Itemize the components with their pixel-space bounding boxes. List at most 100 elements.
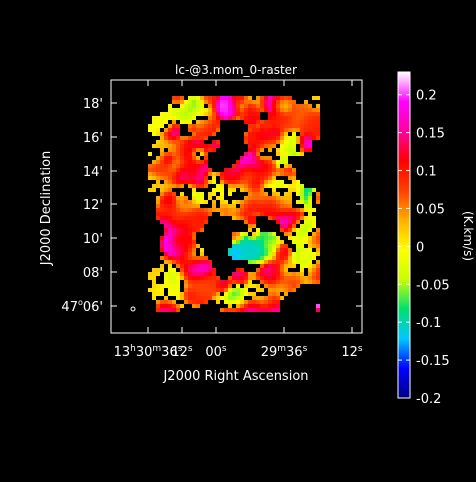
- raster-pixel: [180, 244, 184, 248]
- raster-pixel: [180, 240, 184, 244]
- raster-pixel: [200, 108, 204, 112]
- raster-pixel: [236, 208, 240, 212]
- raster-pixel: [156, 272, 160, 276]
- raster-pixel: [172, 164, 176, 168]
- raster-pixel: [184, 224, 188, 228]
- raster-pixel: [176, 264, 180, 268]
- raster-pixel: [316, 228, 320, 232]
- raster-pixel: [276, 136, 280, 140]
- raster-pixel: [196, 304, 200, 308]
- raster-pixel: [280, 168, 284, 172]
- raster-pixel: [304, 140, 308, 144]
- raster-pixel: [232, 100, 236, 104]
- raster-pixel: [288, 148, 292, 152]
- raster-pixel: [264, 100, 268, 104]
- raster-pixel: [268, 244, 272, 248]
- raster-pixel: [192, 236, 196, 240]
- raster-pixel: [172, 268, 176, 272]
- raster-pixel: [268, 308, 272, 312]
- raster-pixel: [280, 172, 284, 176]
- raster-pixel: [152, 116, 156, 120]
- raster-pixel: [276, 184, 280, 188]
- raster-pixel: [304, 208, 308, 212]
- raster-pixel: [248, 168, 252, 172]
- raster-pixel: [244, 172, 248, 176]
- raster-pixel: [172, 216, 176, 220]
- raster-pixel: [164, 256, 168, 260]
- raster-pixel: [236, 232, 240, 236]
- raster-pixel: [232, 172, 236, 176]
- raster-pixel: [284, 152, 288, 156]
- plot-frame: [110, 79, 363, 334]
- raster-pixel: [176, 276, 180, 280]
- raster-pixel: [156, 268, 160, 272]
- raster-pixel: [260, 304, 264, 308]
- raster-pixel: [244, 104, 248, 108]
- raster-pixel: [304, 276, 308, 280]
- raster-pixel: [300, 104, 304, 108]
- raster-pixel: [292, 152, 296, 156]
- raster-pixel: [308, 200, 312, 204]
- raster-pixel: [252, 144, 256, 148]
- raster-pixel: [264, 180, 268, 184]
- raster-pixel: [244, 276, 248, 280]
- raster-pixel: [228, 300, 232, 304]
- raster-pixel: [316, 268, 320, 272]
- colorbar-tick-label: 0: [416, 240, 424, 255]
- raster-pixel: [260, 240, 264, 244]
- raster-pixel: [252, 108, 256, 112]
- raster-pixel: [216, 116, 220, 120]
- raster-pixel: [212, 296, 216, 300]
- raster-pixel: [160, 288, 164, 292]
- raster-pixel: [252, 252, 256, 256]
- raster-pixel: [232, 252, 236, 256]
- raster-pixel: [196, 160, 200, 164]
- raster-pixel: [244, 184, 248, 188]
- raster-pixel: [160, 248, 164, 252]
- raster-pixel: [236, 308, 240, 312]
- raster-pixel: [180, 172, 184, 176]
- raster-pixel: [172, 212, 176, 216]
- raster-pixel: [244, 164, 248, 168]
- raster-pixel: [204, 132, 208, 136]
- raster-pixel: [196, 156, 200, 160]
- raster-pixel: [272, 280, 276, 284]
- raster-pixel: [276, 100, 280, 104]
- raster-pixel: [188, 232, 192, 236]
- raster-pixel: [240, 212, 244, 216]
- raster-pixel: [180, 212, 184, 216]
- raster-pixel: [304, 200, 308, 204]
- raster-pixel: [312, 124, 316, 128]
- raster-pixel: [316, 244, 320, 248]
- raster-pixel: [200, 196, 204, 200]
- raster-pixel: [236, 268, 240, 272]
- raster-pixel: [252, 124, 256, 128]
- raster-pixel: [168, 148, 172, 152]
- raster-pixel: [256, 168, 260, 172]
- raster-pixel: [164, 236, 168, 240]
- raster-pixel: [252, 148, 256, 152]
- raster-pixel: [268, 300, 272, 304]
- raster-pixel: [300, 236, 304, 240]
- raster-pixel: [268, 248, 272, 252]
- raster-pixel: [272, 96, 276, 100]
- raster-pixel: [176, 236, 180, 240]
- raster-pixel: [232, 308, 236, 312]
- raster-pixel: [240, 268, 244, 272]
- raster-pixel: [180, 104, 184, 108]
- raster-pixel: [272, 256, 276, 260]
- raster-pixel: [284, 172, 288, 176]
- raster-pixel: [212, 192, 216, 196]
- raster-pixel: [272, 144, 276, 148]
- raster-pixel: [256, 108, 260, 112]
- raster-pixel: [196, 100, 200, 104]
- raster-pixel: [268, 236, 272, 240]
- raster-pixel: [180, 276, 184, 280]
- raster-pixel: [152, 288, 156, 292]
- raster-pixel: [212, 288, 216, 292]
- raster-pixel: [272, 132, 276, 136]
- raster-pixel: [280, 204, 284, 208]
- raster-pixel: [244, 256, 248, 260]
- raster-pixel: [264, 132, 268, 136]
- raster-pixel: [252, 136, 256, 140]
